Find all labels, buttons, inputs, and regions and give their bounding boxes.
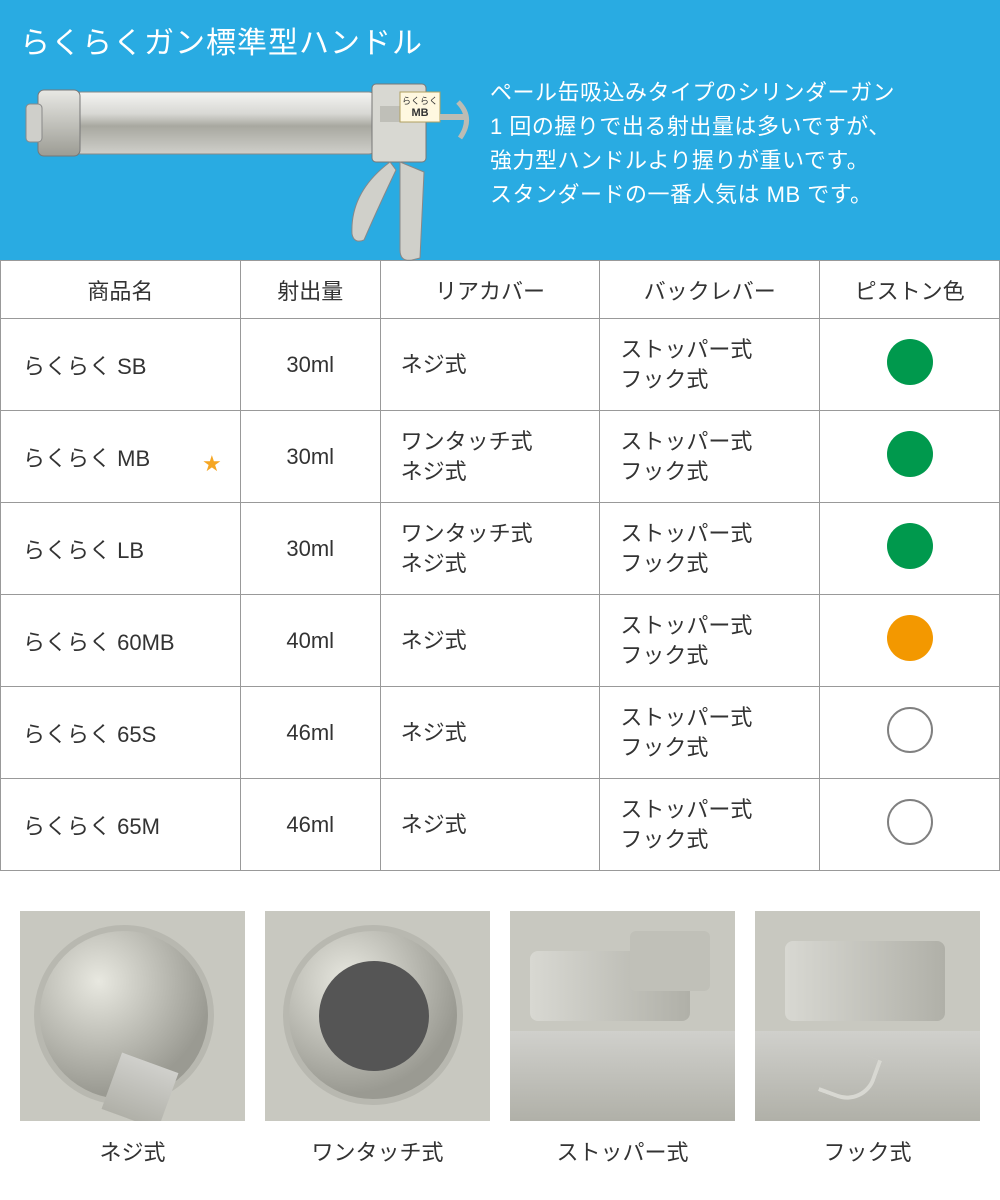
piston-color-cell: [820, 411, 1000, 503]
back-lever-cell: ストッパー式フック式: [600, 411, 820, 503]
table-row: らくらく 65M46mlネジ式ストッパー式フック式: [1, 779, 1000, 871]
hero-line: 1 回の握りで出る射出量は多いですが、: [490, 110, 895, 144]
spec-table: 商品名 射出量 リアカバー バックレバー ピストン色 らくらく SB30mlネジ…: [0, 260, 1000, 871]
volume-cell: 46ml: [240, 779, 380, 871]
product-image: らくらく MB: [20, 72, 470, 292]
product-name: らくらく MB★: [1, 441, 240, 473]
product-name: らくらく 65S: [1, 717, 240, 749]
thumb-hook: フック式: [755, 911, 980, 1167]
table-row: らくらく SB30mlネジ式ストッパー式フック式: [1, 319, 1000, 411]
volume-cell: 30ml: [240, 411, 380, 503]
hero-banner: らくらくガン標準型ハンドル: [0, 0, 1000, 260]
thumb-image: [265, 911, 490, 1121]
volume-cell: 40ml: [240, 595, 380, 687]
piston-dot-icon: [887, 339, 933, 385]
piston-color-cell: [820, 503, 1000, 595]
table-row: らくらく MB★30mlワンタッチ式ネジ式ストッパー式フック式: [1, 411, 1000, 503]
product-name: らくらく 60MB: [1, 625, 240, 657]
hero-line: ペール缶吸込みタイプのシリンダーガン: [490, 76, 895, 110]
volume-cell: 30ml: [240, 319, 380, 411]
thumb-image: [755, 911, 980, 1121]
thumb-label: ストッパー式: [510, 1135, 735, 1167]
piston-dot-icon: [887, 707, 933, 753]
back-lever-cell: ストッパー式フック式: [600, 779, 820, 871]
page-title: らくらくガン標準型ハンドル: [20, 18, 980, 62]
rear-cover-cell: ネジ式: [380, 687, 600, 779]
piston-color-cell: [820, 595, 1000, 687]
product-name: らくらく LB: [1, 533, 240, 565]
back-lever-cell: ストッパー式フック式: [600, 319, 820, 411]
rear-cover-cell: ネジ式: [380, 319, 600, 411]
hero-line: 強力型ハンドルより握りが重いです。: [490, 144, 895, 178]
rear-cover-cell: ネジ式: [380, 779, 600, 871]
piston-dot-icon: [887, 523, 933, 569]
rear-cover-cell: ワンタッチ式ネジ式: [380, 503, 600, 595]
hero-description: ペール缶吸込みタイプのシリンダーガン 1 回の握りで出る射出量は多いですが、 強…: [490, 72, 895, 212]
thumb-stopper: ストッパー式: [510, 911, 735, 1167]
table-row: らくらく 65S46mlネジ式ストッパー式フック式: [1, 687, 1000, 779]
back-lever-cell: ストッパー式フック式: [600, 595, 820, 687]
piston-color-cell: [820, 687, 1000, 779]
rear-cover-cell: ネジ式: [380, 595, 600, 687]
thumb-onetouch: ワンタッチ式: [265, 911, 490, 1167]
back-lever-cell: ストッパー式フック式: [600, 687, 820, 779]
piston-dot-icon: [887, 799, 933, 845]
hero-body: らくらく MB ペール缶吸込みタイプのシリンダーガン 1 回の握りで出る射出量は…: [20, 72, 980, 292]
thumb-image: [20, 911, 245, 1121]
back-lever-cell: ストッパー式フック式: [600, 503, 820, 595]
table-row: らくらく 60MB40mlネジ式ストッパー式フック式: [1, 595, 1000, 687]
volume-cell: 30ml: [240, 503, 380, 595]
svg-text:MB: MB: [411, 107, 428, 119]
thumb-label: ネジ式: [20, 1135, 245, 1167]
piston-color-cell: [820, 319, 1000, 411]
hero-line: スタンダードの一番人気は MB です。: [490, 178, 895, 212]
piston-dot-icon: [887, 615, 933, 661]
piston-dot-icon: [887, 431, 933, 477]
svg-text:らくらく: らくらく: [402, 96, 438, 106]
thumbnail-row: ネジ式 ワンタッチ式 ストッパー式 フック式: [0, 871, 1000, 1167]
product-name: らくらく 65M: [1, 809, 240, 841]
thumb-neji: ネジ式: [20, 911, 245, 1167]
rear-cover-cell: ワンタッチ式ネジ式: [380, 411, 600, 503]
star-icon: ★: [202, 451, 222, 477]
piston-color-cell: [820, 779, 1000, 871]
product-name: らくらく SB: [1, 349, 240, 381]
thumb-label: フック式: [755, 1135, 980, 1167]
thumb-label: ワンタッチ式: [265, 1135, 490, 1167]
table-row: らくらく LB30mlワンタッチ式ネジ式ストッパー式フック式: [1, 503, 1000, 595]
caulking-gun-icon: らくらく MB: [20, 62, 470, 292]
volume-cell: 46ml: [240, 687, 380, 779]
thumb-image: [510, 911, 735, 1121]
